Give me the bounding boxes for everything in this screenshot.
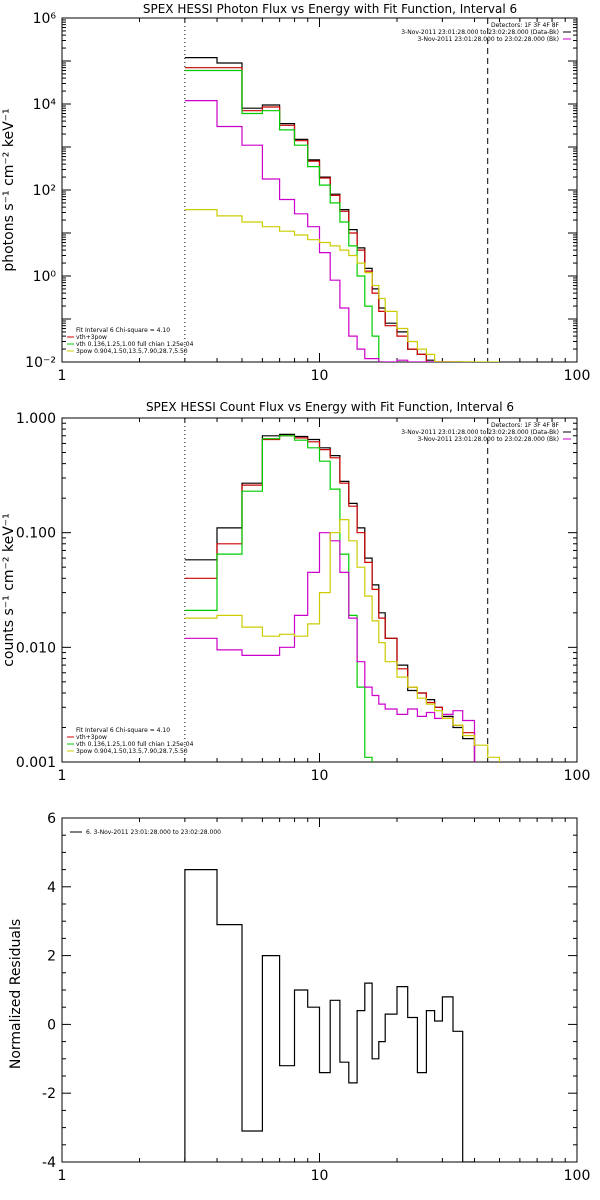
- series-line-2: [184, 69, 386, 362]
- legend-fit-entry: vth+3pow: [76, 334, 107, 341]
- y-tick-label: 10⁰: [33, 269, 57, 285]
- x-tick-label: 10: [311, 1168, 329, 1184]
- series-line-3: [184, 532, 476, 762]
- panel1-ylabel: photons s⁻¹ cm⁻² keV⁻¹: [1, 108, 17, 271]
- series-line-4: [184, 519, 501, 762]
- y-tick-label: 4: [47, 880, 56, 896]
- y-tick-label: 0.001: [16, 755, 56, 771]
- legend-entry: 6. 3-Nov-2011 23:01:28.000 to 23:02:28.0…: [86, 829, 221, 836]
- legend-fit-entry: vth+3pow: [76, 734, 107, 741]
- x-tick-label: 100: [564, 768, 591, 784]
- series-line-1: [184, 67, 475, 362]
- x-tick-label: 1: [58, 1168, 67, 1184]
- series-line-3: [184, 100, 453, 362]
- series-group: [184, 869, 475, 1162]
- y-tick-label: 2: [47, 949, 56, 965]
- x-tick-label: 100: [564, 368, 591, 384]
- y-tick-label: -2: [42, 1086, 56, 1102]
- x-tick-label: 10: [311, 368, 329, 384]
- panel2-ylabel: counts s⁻¹ cm⁻² keV⁻¹: [1, 513, 17, 667]
- legend-fit-entry: 3pow 0.904,1.50,13.5,7.90,28.7,5.50: [76, 348, 188, 355]
- y-tick-label: -4: [42, 1155, 56, 1171]
- legend-top-entry: 3-Nov-2011 23:01:28.000 to 23:02:28.000 …: [417, 36, 559, 43]
- residuals-panel: Normalized Residuals 1 10 100 -4 -2 0 2 4 6 6. 3-…: [8, 811, 590, 1184]
- panel2-title: SPEX HESSI Count Flux vs Energy with Fit…: [146, 400, 514, 414]
- y-tick-label: 10⁻²: [25, 355, 56, 371]
- y-tick-label: 0.100: [16, 526, 56, 542]
- x-tick-label: 100: [564, 1168, 591, 1184]
- panel1-title: SPEX HESSI Photon Flux vs Energy with Fi…: [143, 2, 517, 16]
- y-tick-label: 10²: [33, 183, 56, 199]
- legend-fit-entry: vth 0.136,1.25,1.00 full chian 1.25e-04: [76, 341, 194, 348]
- legend-top-entry: 3-Nov-2011 23:01:28.000 to 23:02:28.000 …: [401, 29, 559, 36]
- legend-fit-entry: 3pow 0.904,1.50,13.5,7.90,28.7,5.50: [76, 748, 188, 755]
- series-line-2: [184, 435, 373, 762]
- count-flux-panel: SPEX HESSI Count Flux vs Energy with Fit…: [1, 400, 590, 784]
- x-tick-label: 1: [58, 368, 67, 384]
- series-group: [184, 57, 500, 362]
- y-tick-label: 1.000: [16, 411, 56, 427]
- plot-frame: [61, 817, 578, 1163]
- series-line-0: [184, 57, 463, 362]
- legend-top-entry: Detectors: 1F 3F 4F 8F: [491, 422, 560, 429]
- series-line-4: [184, 209, 500, 362]
- legend-fit-entry: Fit Interval 6 Chi-square = 4.10: [76, 727, 170, 734]
- legend-top-entry: Detectors: 1F 3F 4F 8F: [491, 22, 560, 29]
- y-tick-label: 10⁴: [33, 97, 57, 113]
- y-tick-label: 10⁶: [33, 11, 57, 27]
- series-line-0: [184, 869, 475, 1162]
- plot-frame: [61, 17, 578, 363]
- legend-top-entry: 3-Nov-2011 23:01:28.000 to 23:02:28.000 …: [417, 436, 559, 443]
- y-tick-label: 6: [47, 811, 56, 827]
- series-group: [184, 433, 501, 762]
- legend-fit-entry: vth 0.136,1.25,1.00 full chian 1.25e-04: [76, 741, 194, 748]
- y-tick-label: 0.010: [16, 640, 56, 656]
- legend-top-entry: 3-Nov-2011 23:01:28.000 to 23:02:28.000 …: [401, 429, 559, 436]
- x-tick-label: 10: [311, 768, 329, 784]
- y-tick-label: 0: [47, 1017, 56, 1033]
- plot-frame: [61, 417, 578, 763]
- photon-flux-panel: SPEX HESSI Photon Flux vs Energy with Fi…: [1, 2, 590, 384]
- legend-fit-entry: Fit Interval 6 Chi-square = 4.10: [76, 327, 170, 334]
- panel3-ylabel: Normalized Residuals: [8, 919, 24, 1069]
- x-tick-label: 1: [58, 768, 67, 784]
